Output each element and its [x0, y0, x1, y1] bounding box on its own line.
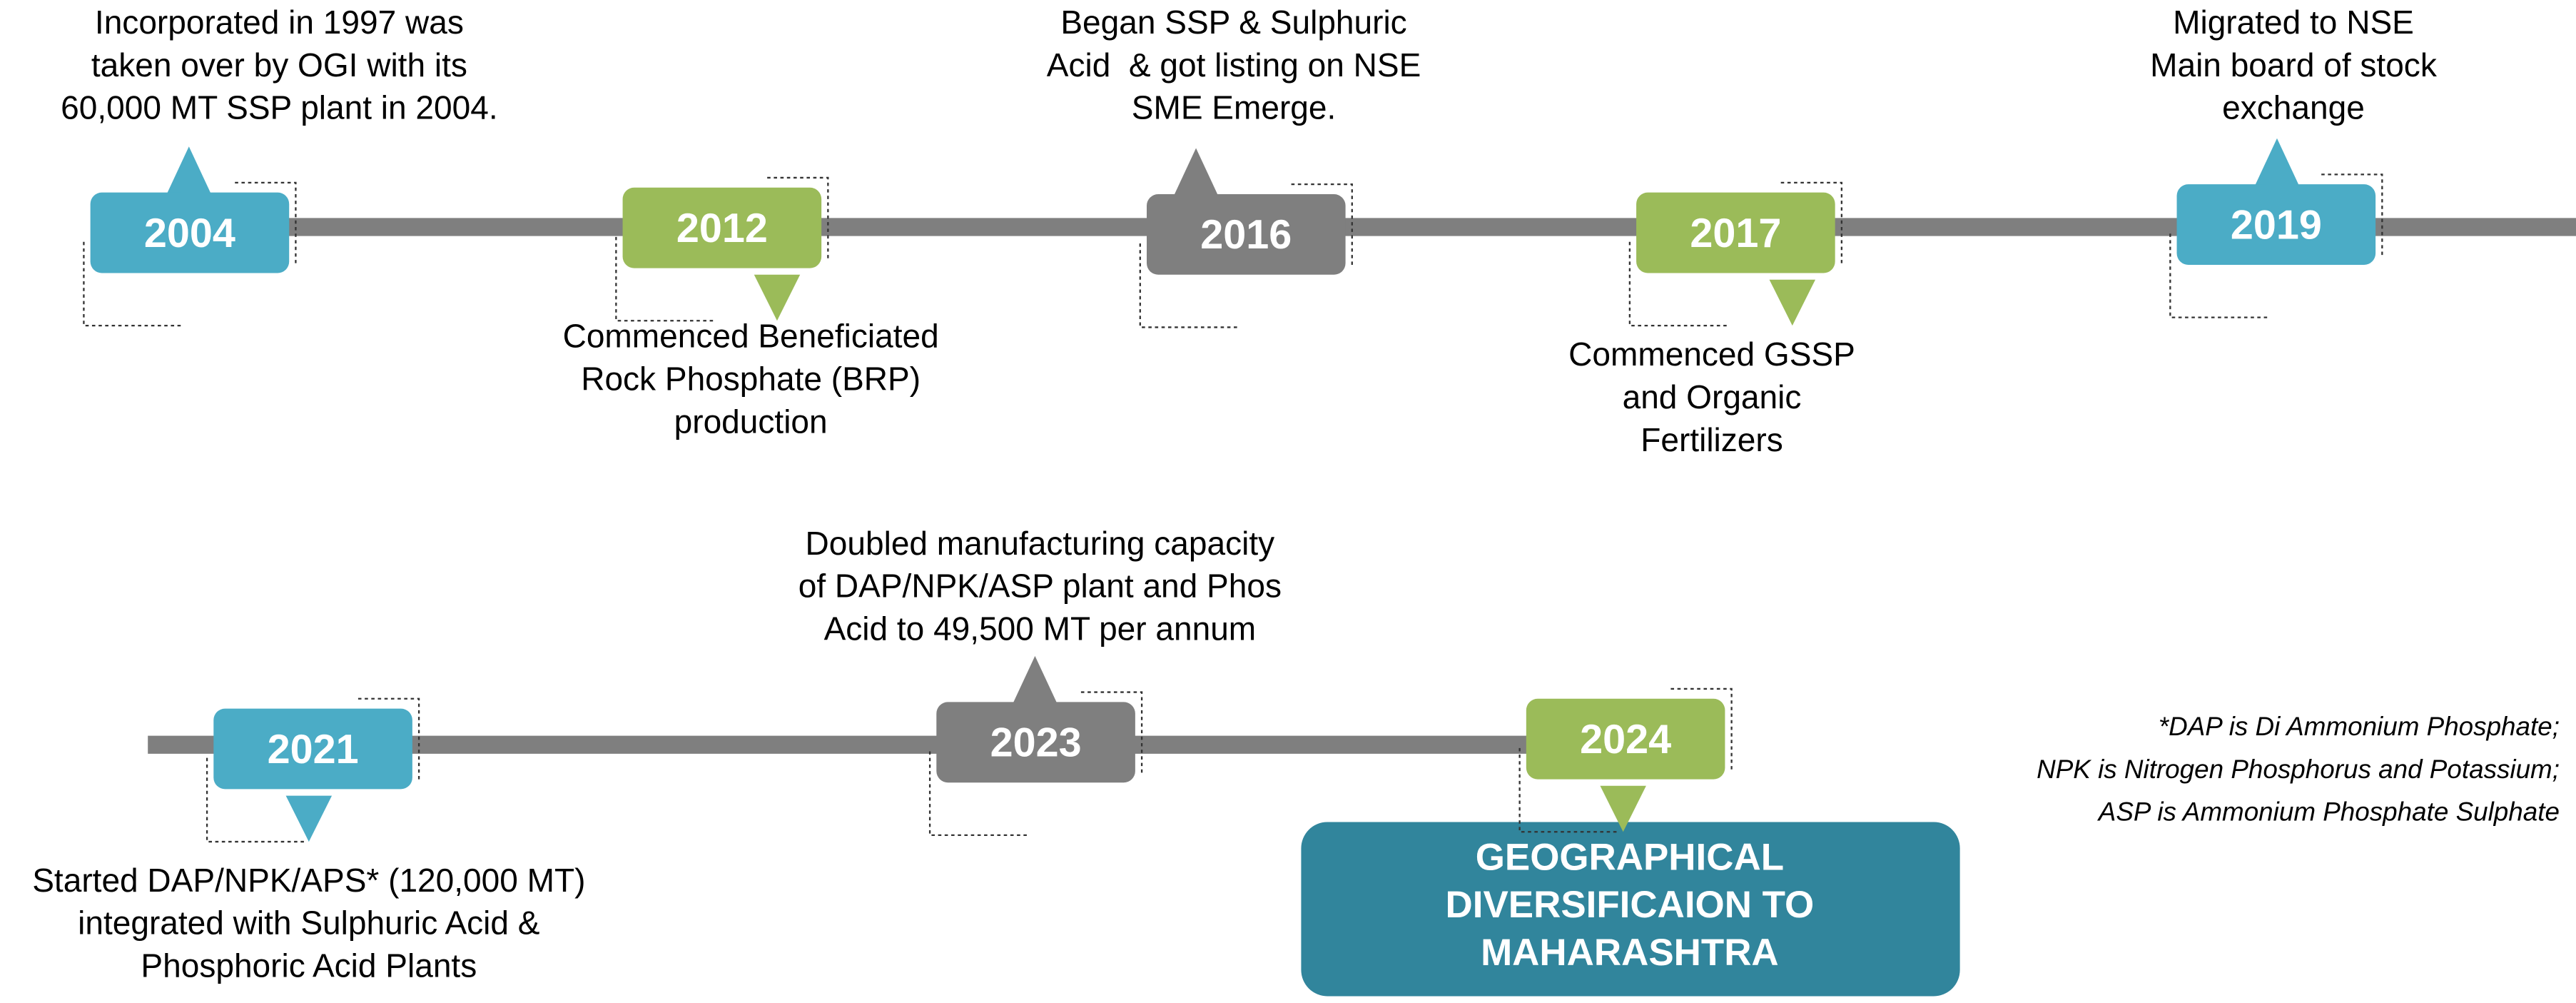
footnote: *DAP is Di Ammonium Phosphate;	[2159, 712, 2560, 741]
bracket	[2169, 233, 2269, 318]
highlight-text: DIVERSIFICAION TO	[1446, 884, 1815, 926]
year-label: 2021	[268, 727, 359, 772]
bracket	[83, 241, 183, 327]
pointer	[285, 795, 333, 842]
milestone-text: Incorporated in 1997 was	[95, 4, 464, 41]
year-box	[1147, 193, 1346, 275]
milestone-text: Started DAP/NPK/APS* (120,000 MT)	[32, 862, 585, 899]
milestone-text: and Organic	[1623, 378, 1802, 415]
year-label: 2012	[676, 206, 768, 251]
year-box	[936, 702, 1135, 783]
bracket	[1139, 243, 1239, 328]
milestone-text: Migrated to NSE	[2173, 4, 2414, 41]
milestone-text: Acid to 49,500 MT per annum	[824, 610, 1257, 647]
year-label: 2023	[990, 720, 1082, 766]
milestone-text: production	[674, 403, 828, 440]
year-box	[213, 708, 412, 790]
bracket	[1080, 691, 1143, 773]
milestone-text: SME Emerge.	[1132, 89, 1337, 126]
pointer	[2253, 138, 2301, 188]
milestone-text: of DAP/NPK/ASP plant and Phos	[798, 568, 1282, 605]
year-label: 2017	[1690, 211, 1781, 256]
year-label: 2024	[1580, 717, 1671, 762]
pointer	[1172, 148, 1219, 198]
milestone-text: Rock Phosphate (BRP)	[581, 361, 921, 398]
pointer	[1769, 279, 1816, 326]
bracket	[928, 751, 1029, 837]
milestone-text: Acid & got listing on NSE	[1047, 46, 1421, 84]
bracket	[1291, 183, 1353, 265]
highlight-text: MAHARASHTRA	[1481, 932, 1779, 974]
year-label: 2019	[2231, 202, 2322, 248]
highlight-box	[1301, 822, 1960, 997]
year-box	[90, 192, 290, 273]
bracket	[206, 757, 306, 843]
pointer	[166, 146, 212, 196]
bracket	[358, 697, 420, 780]
bracket	[767, 176, 829, 258]
milestone-text: 60,000 MT SSP plant in 2004.	[61, 89, 497, 126]
bracket	[1518, 747, 1618, 833]
year-box	[2176, 184, 2376, 265]
year-box	[1636, 192, 1835, 273]
bracket	[615, 236, 715, 322]
milestone-text: Commenced GSSP	[1568, 336, 1855, 373]
milestone-text: taken over by OGI with its	[91, 46, 467, 84]
pointer	[754, 274, 801, 321]
year-label: 2004	[144, 211, 235, 256]
milestone-text: exchange	[2222, 89, 2365, 126]
milestone-text: Doubled manufacturing capacity	[806, 525, 1275, 562]
highlight-text: GEOGRAPHICAL	[1476, 836, 1784, 878]
bracket	[1670, 687, 1733, 770]
year-box	[1526, 698, 1725, 780]
milestone-text: Commenced Beneficiated	[563, 318, 939, 355]
year-label: 2016	[1200, 212, 1292, 258]
pointer	[1012, 655, 1058, 705]
milestone-text: Began SSP & Sulphuric	[1060, 4, 1406, 41]
year-box	[622, 187, 822, 268]
milestone-text: Main board of stock	[2150, 46, 2438, 84]
pointer	[1600, 785, 1646, 832]
milestone-text: Fertilizers	[1641, 421, 1783, 458]
milestone-text: Phosphoric Acid Plants	[141, 947, 477, 984]
bracket	[1780, 181, 1843, 263]
bracket	[1628, 241, 1729, 327]
footnote: ASP is Ammonium Phosphate Sulphate	[2097, 797, 2560, 827]
bracket	[235, 181, 297, 263]
footnote: NPK is Nitrogen Phosphorus and Potassium…	[2037, 755, 2560, 784]
milestone-text: integrated with Sulphuric Acid &	[78, 904, 539, 942]
bracket	[2321, 173, 2383, 256]
